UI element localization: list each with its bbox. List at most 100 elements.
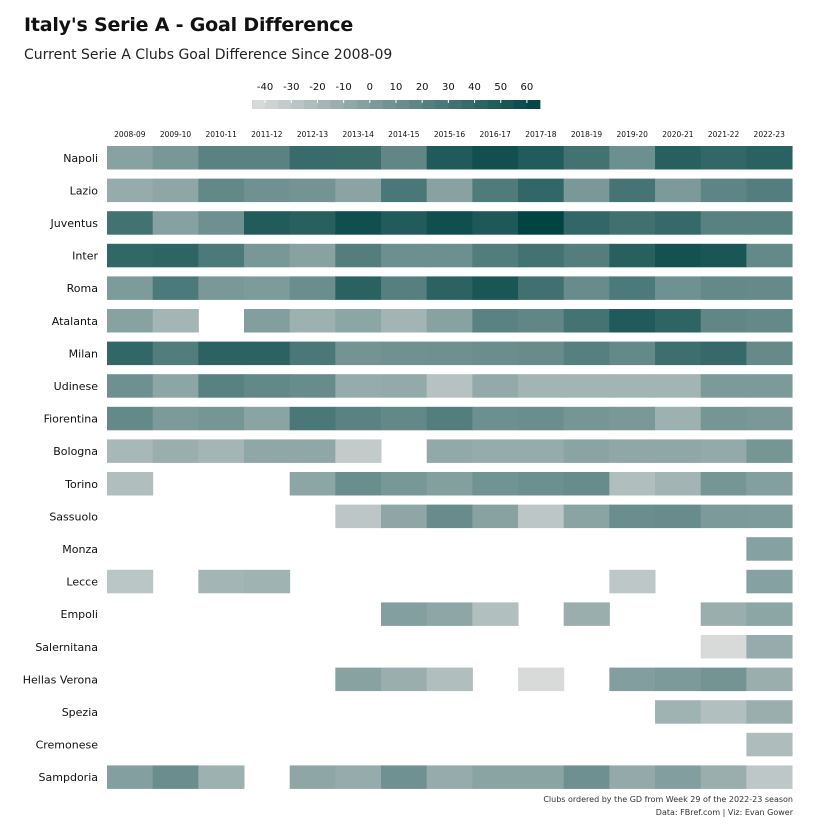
heatmap-cell (563, 439, 610, 463)
club-label: Bologna (53, 445, 98, 458)
heatmap-cell (107, 569, 154, 594)
heatmap-cell (609, 472, 656, 496)
club-label: Udinese (54, 380, 99, 393)
heatmap-cell (609, 309, 656, 333)
heatmap-cell (609, 211, 656, 235)
legend-swatch (291, 100, 305, 109)
heatmap-cell (700, 309, 747, 333)
heatmap-cell (107, 406, 154, 431)
heatmap-cell (746, 341, 793, 366)
heatmap-cell (518, 243, 565, 268)
heatmap-cell (700, 146, 747, 170)
legend-tick-label: 40 (468, 82, 481, 93)
heatmap-cell (198, 406, 245, 431)
heatmap-cell (289, 309, 336, 333)
legend-tick-label: -30 (283, 82, 299, 93)
heatmap-cell (381, 211, 428, 235)
heatmap-cell (609, 439, 656, 463)
heatmap-cell (426, 472, 473, 496)
caption-credit: Data: FBref.com | Viz: Evan Gower (655, 808, 793, 817)
heatmap-cell (472, 146, 519, 170)
heatmap-cell (700, 211, 747, 235)
heatmap-cell (335, 276, 382, 300)
heatmap-cell (198, 211, 245, 235)
heatmap-cell (289, 276, 336, 300)
legend-swatch (330, 100, 345, 109)
heatmap-cell (655, 211, 702, 235)
heatmap-cell (655, 504, 702, 529)
heatmap-cell (563, 146, 610, 170)
heatmap-cell (335, 472, 382, 496)
heatmap-cell (152, 406, 199, 431)
season-label: 2019-20 (617, 130, 649, 139)
heatmap-cell (609, 406, 656, 431)
legend-swatch (409, 100, 423, 109)
heatmap-cell (700, 602, 747, 626)
heatmap-cell (335, 374, 382, 398)
heatmap-cell (426, 243, 473, 268)
heatmap-cell (244, 243, 291, 268)
legend-swatch (343, 100, 358, 109)
club-label: Milan (69, 347, 98, 360)
club-label: Inter (72, 250, 98, 263)
heatmap-cell (655, 472, 702, 496)
season-label: 2021-22 (708, 130, 740, 139)
legend-swatch (382, 100, 397, 109)
heatmap-cell (700, 765, 747, 789)
club-label: Juventus (50, 217, 99, 230)
heatmap-cell (472, 504, 519, 529)
heatmap-cell (198, 276, 245, 300)
heatmap-cell (381, 667, 428, 692)
legend-tick-label: -20 (309, 82, 325, 93)
heatmap-cell (472, 406, 519, 431)
heatmap-cell (746, 504, 793, 529)
heatmap-cell (107, 243, 154, 268)
legend-swatch (278, 100, 292, 109)
heatmap-cell (426, 211, 473, 235)
heatmap-cell (746, 406, 793, 431)
heatmap-cell (107, 341, 154, 366)
legend-tick-label: 20 (416, 82, 429, 93)
heatmap-cell (609, 243, 656, 268)
heatmap-cell (563, 276, 610, 300)
heatmap-cell (700, 374, 747, 398)
club-label: Empoli (61, 608, 99, 621)
heatmap-cell (655, 146, 702, 170)
club-label: Sassuolo (49, 510, 98, 523)
heatmap-cell (335, 667, 382, 692)
legend-swatch (317, 100, 331, 109)
legend-swatch (487, 100, 502, 109)
season-label: 2009-10 (160, 130, 192, 139)
heatmap-cell (107, 146, 154, 170)
club-label: Torino (64, 478, 98, 491)
heatmap-cell (152, 178, 199, 203)
heatmap-cell (746, 635, 793, 659)
club-label: Salernitana (35, 641, 98, 654)
heatmap-cell (700, 700, 747, 724)
heatmap-cell (107, 309, 154, 333)
club-label: Cremonese (36, 739, 99, 752)
heatmap-cell (381, 472, 428, 496)
legend-swatch (369, 100, 384, 109)
heatmap-cell (655, 439, 702, 463)
season-label: 2012-13 (297, 130, 329, 139)
heatmap-cell (655, 700, 702, 724)
heatmap-cell (746, 276, 793, 300)
heatmap-cell (746, 732, 793, 757)
heatmap-cell (152, 765, 199, 789)
heatmap-cell (472, 309, 519, 333)
heatmap-cell (426, 341, 473, 366)
season-label: 2008-09 (114, 130, 146, 139)
heatmap-cell (335, 309, 382, 333)
heatmap-cell (335, 406, 382, 431)
heatmap-cell (244, 309, 291, 333)
heatmap-cell (198, 341, 245, 366)
heatmap-cell (335, 341, 382, 366)
season-label: 2016-17 (480, 130, 512, 139)
legend-swatch (474, 100, 489, 109)
legend-swatch (356, 100, 371, 109)
legend-swatch (396, 100, 410, 109)
heatmap-cell (563, 472, 610, 496)
heatmap-cell (107, 211, 154, 235)
